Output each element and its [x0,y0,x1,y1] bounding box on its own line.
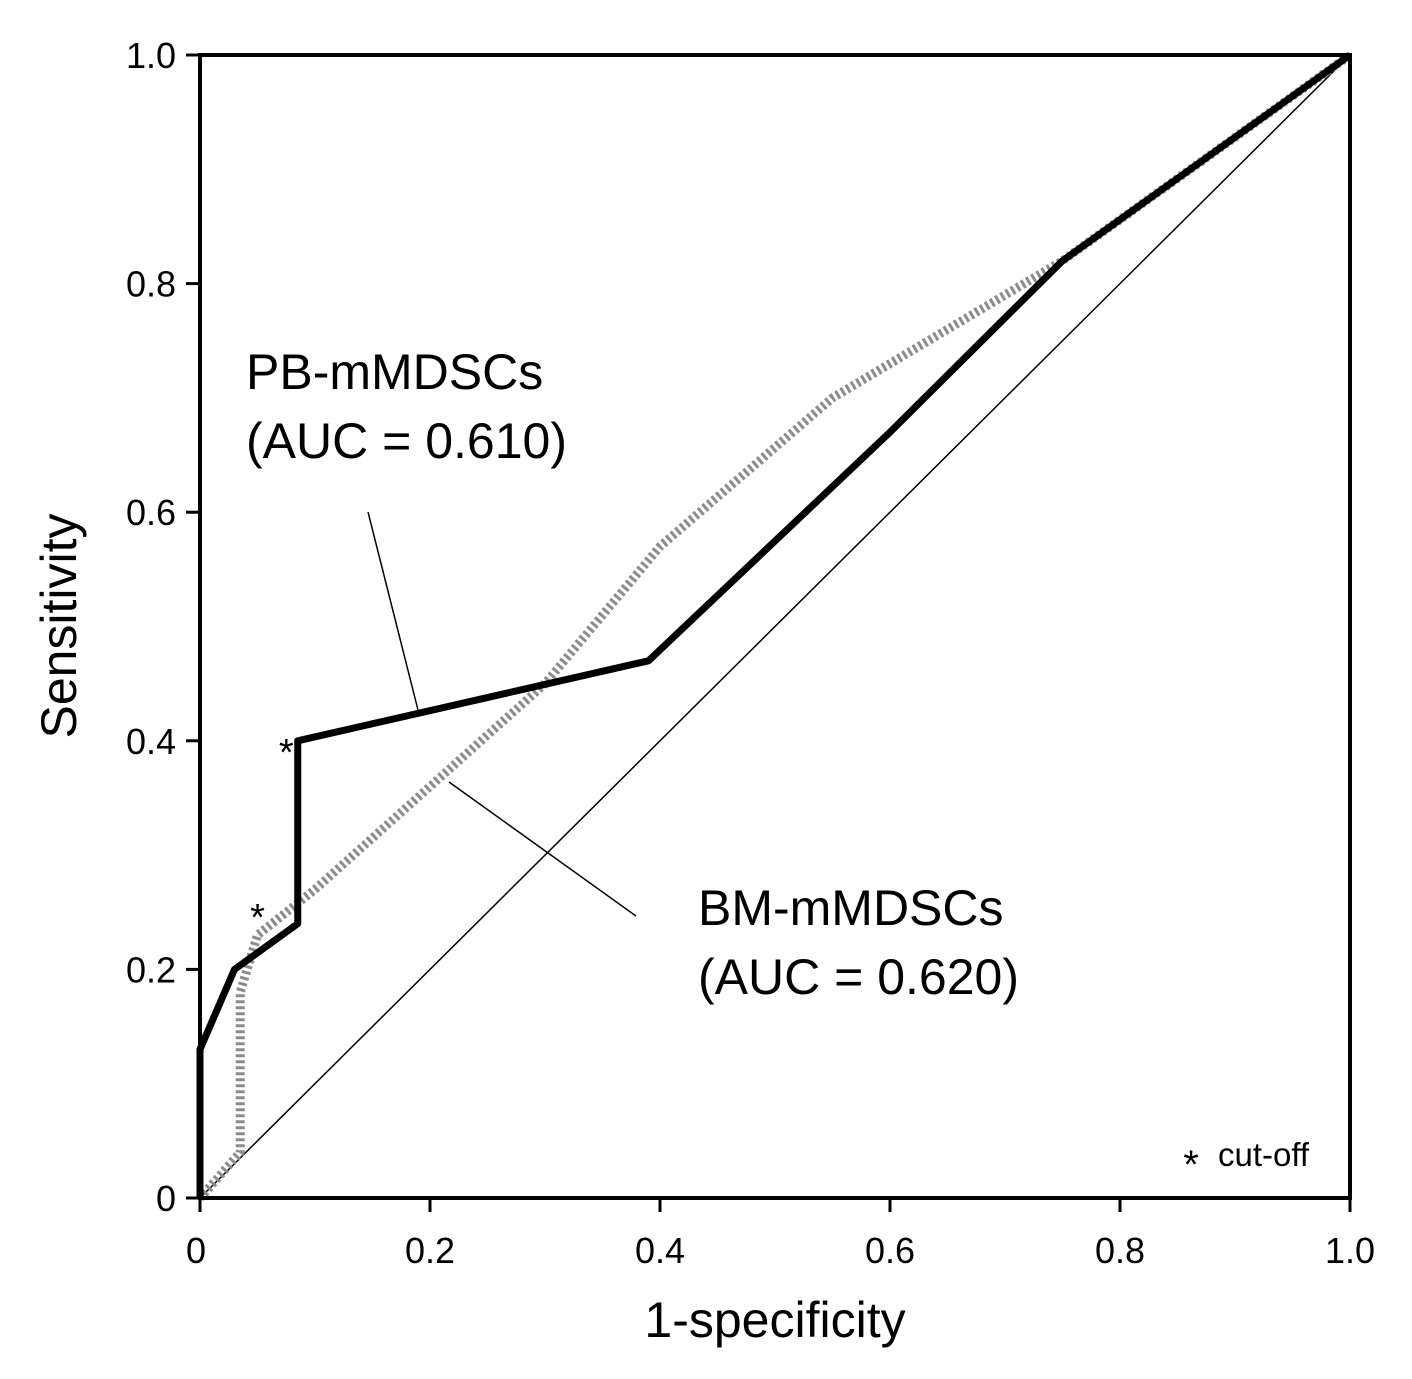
y-tick-label: 1.0 [126,35,176,76]
legend-symbol: * [1183,1143,1199,1187]
y-axis-title: Sensitivity [31,513,87,738]
x-tick-label: 0 [186,1230,206,1271]
y-tick-label: 0.6 [126,492,176,533]
x-tick-label: 0.8 [1095,1230,1145,1271]
pb-annotation-leader [367,511,419,711]
series-line-bm-mmdscs [196,51,1353,1201]
plot-frame [198,53,1352,1200]
bm-cutoff-marker: * [250,897,265,939]
y-tick-label: 0.4 [126,721,176,762]
pb-cutoff-marker: * [279,732,294,774]
legend-text: cut-off [1218,1136,1310,1173]
axis-layer: 0 0.2 0.4 0.6 0.8 1.0 0 0.2 0.4 0.6 0.8 1.0 [126,35,1375,1271]
pb-series-label: PB-mMDSCs [246,344,543,400]
pb-auc-label: (AUC = 0.610) [246,413,567,469]
x-tick-label: 1.0 [1325,1230,1375,1271]
bm-annotation-leader [448,781,637,917]
y-tick-label: 0 [156,1178,176,1219]
x-tick-label: 0.4 [635,1230,685,1271]
series-line-reference [199,54,1351,1199]
bm-series-label: BM-mMDSCs [698,880,1004,936]
bm-auc-label: (AUC = 0.620) [698,949,1019,1005]
x-tick-label: 0.6 [865,1230,915,1271]
series-layer [196,51,1353,1201]
y-tick-label: 0.2 [126,949,176,990]
x-axis-title: 1-specificity [644,1292,905,1348]
series-line-pb-mmdscs [196,52,1353,1198]
x-tick-label: 0.2 [405,1230,455,1271]
y-tick-label: 0.8 [126,264,176,305]
